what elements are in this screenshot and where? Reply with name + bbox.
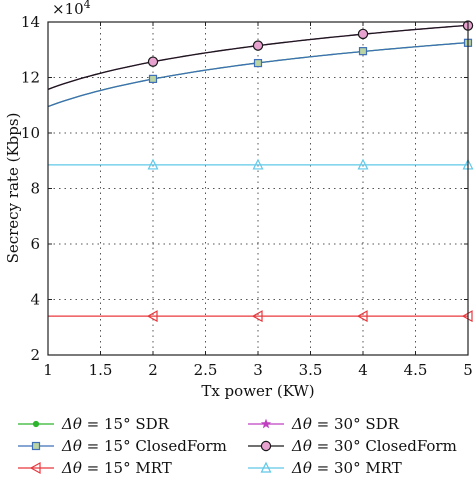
series-line-1	[47, 41, 469, 108]
data-point	[29, 461, 41, 475]
y-tick-label: 6	[30, 235, 40, 253]
x-tick-label: 4.5	[404, 361, 428, 379]
y-tick-label: 10	[21, 124, 40, 142]
data-point	[251, 310, 263, 323]
series-line-4	[47, 24, 469, 90]
series-markers	[146, 20, 474, 323]
y-tick-label: 8	[30, 180, 40, 198]
x-tick-label: 2	[148, 361, 158, 379]
data-point	[146, 310, 158, 323]
x-tick-label: 1	[43, 361, 53, 379]
y-axis-multiplier: ×104	[52, 0, 91, 18]
data-point	[356, 310, 368, 323]
grid-lines	[48, 22, 468, 355]
data-point	[32, 420, 40, 428]
x-tick-label: 3.5	[299, 361, 323, 379]
data-point	[260, 440, 272, 452]
data-point	[358, 47, 368, 56]
data-point	[357, 28, 369, 40]
legend-entry: Δθ = 15° ClosedForm	[61, 437, 227, 455]
legend-entry: Δθ = 15° MRT	[61, 459, 172, 477]
y-tick-label: 12	[21, 69, 40, 87]
legend-entry: Δθ = 30° SDR	[291, 415, 400, 433]
data-point	[147, 158, 159, 170]
x-axis-label: Tx power (KW)	[201, 382, 314, 400]
x-tick-label: 1.5	[89, 361, 113, 379]
y-tick-label: 2	[30, 346, 40, 364]
data-point	[357, 158, 369, 170]
data-point	[31, 441, 41, 451]
x-tick-label: 5	[463, 361, 473, 379]
series-line-3	[47, 24, 469, 90]
y-tick-label: 14	[21, 13, 40, 31]
data-point	[252, 158, 264, 170]
legend-entry: Δθ = 15° SDR	[61, 415, 170, 433]
x-tick-label: 4	[358, 361, 368, 379]
data-point	[147, 56, 159, 67]
series-line-0	[47, 41, 469, 108]
data-point	[253, 58, 263, 68]
data-point	[148, 74, 158, 83]
legend-entry: Δθ = 30° MRT	[291, 459, 402, 477]
legend: Δθ = 15° SDR Δθ = 15° ClosedForm Δθ = 15° …	[18, 415, 457, 477]
y-tick-label: 4	[30, 291, 40, 309]
data-point	[260, 418, 272, 429]
x-tick-label: 3	[253, 361, 263, 379]
data-point	[260, 461, 272, 473]
data-point	[252, 40, 264, 51]
y-axis-label: Secrecy rate (Kbps)	[4, 113, 22, 264]
axis-ticks: 1 1.5 2 2.5 3 3.5 4 4.5 5 2 4 6 8 10 12 14	[21, 13, 473, 379]
x-tick-label: 2.5	[194, 361, 218, 379]
legend-entry: Δθ = 30° ClosedForm	[291, 437, 457, 455]
